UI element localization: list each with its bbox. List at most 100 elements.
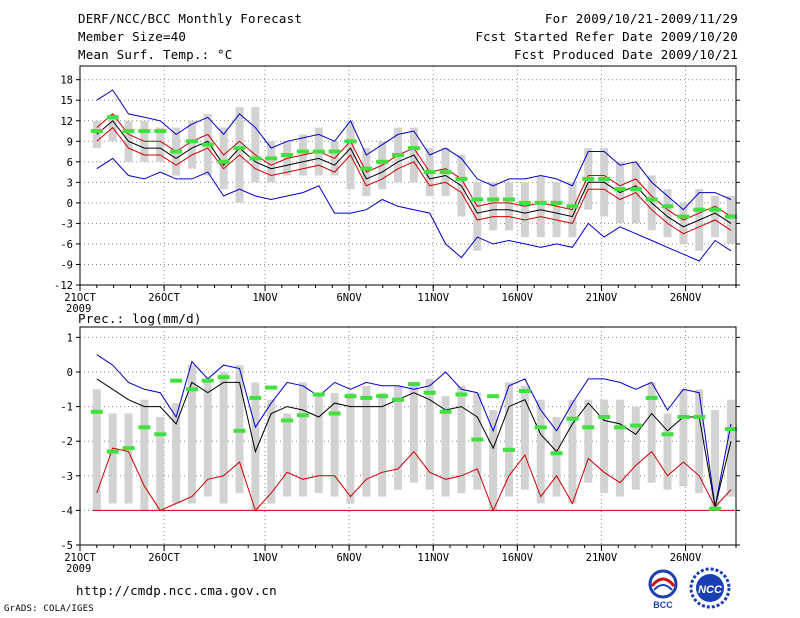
- ensemble-box: [600, 399, 609, 494]
- observed-marker: [328, 149, 341, 154]
- ensemble-box: [473, 182, 482, 251]
- observed-marker: [455, 176, 468, 181]
- observed-marker: [344, 394, 357, 399]
- observed-marker: [265, 156, 278, 161]
- x-tick-label: 6NOV: [336, 552, 362, 564]
- series-min-line: [96, 447, 732, 512]
- ensemble-box: [92, 389, 101, 511]
- plot-frame: [79, 326, 737, 546]
- x-tick-label: 11NOV: [417, 552, 449, 564]
- observed-marker: [724, 214, 737, 219]
- y-tick-label: 0: [67, 198, 73, 210]
- ensemble-box: [187, 365, 196, 504]
- ensemble-box: [726, 399, 735, 497]
- observed-marker: [138, 129, 151, 134]
- x-tick-label: 6NOV: [336, 292, 362, 304]
- ensemble-box: [536, 175, 545, 238]
- bcc-emblem-icon: BCC: [648, 569, 678, 610]
- x-tick-label: 21NOV: [586, 292, 618, 304]
- ensemble-box: [362, 385, 371, 497]
- observed-marker: [487, 394, 500, 399]
- source-url[interactable]: http://cmdp.ncc.cma.gov.cn: [76, 583, 277, 598]
- observed-marker: [185, 387, 198, 392]
- observed-marker: [281, 418, 294, 423]
- x-tick-label: 11NOV: [417, 292, 449, 304]
- observed-marker: [281, 152, 294, 157]
- observed-marker: [201, 378, 214, 383]
- observed-marker: [265, 385, 278, 390]
- ensemble-box: [156, 416, 165, 511]
- y-tick-label: 1: [67, 332, 73, 344]
- ensemble-box: [156, 127, 165, 162]
- observed-marker: [439, 409, 452, 414]
- observed-marker: [122, 446, 135, 451]
- ensemble-box: [631, 406, 640, 490]
- observed-marker: [154, 432, 167, 437]
- y-tick-label: 12: [60, 116, 73, 128]
- ensemble-box: [314, 392, 323, 494]
- observed-marker: [645, 395, 658, 400]
- ensemble-box: [441, 396, 450, 497]
- observed-marker: [534, 425, 547, 430]
- observed-marker: [217, 375, 230, 380]
- ensemble-box: [552, 416, 561, 497]
- observed-marker: [503, 197, 516, 202]
- ensemble-box: [505, 382, 514, 497]
- ensemble-box: [489, 182, 498, 231]
- ensemble-box: [505, 182, 514, 231]
- observed-marker: [122, 129, 135, 134]
- observed-marker: [598, 176, 611, 181]
- observed-marker: [296, 413, 309, 418]
- series-max-line: [96, 89, 732, 211]
- ensemble-box: [520, 182, 529, 238]
- observed-marker: [661, 432, 674, 437]
- observed-marker: [518, 200, 531, 205]
- observed-marker: [106, 115, 119, 120]
- observed-marker: [487, 197, 500, 202]
- observed-marker: [407, 382, 420, 387]
- observed-marker: [217, 159, 230, 164]
- forecast-started: Fcst Started Refer Date 2009/10/20: [475, 29, 738, 44]
- ncc-logo-text: NCC: [698, 584, 723, 596]
- y-tick-label: -2: [60, 436, 73, 448]
- panel-temperature: -12 -9 -6 -3 0 3 6 9 12 15 18 21OCT 26OCT 1NOV 6NOV 11N…: [54, 65, 740, 315]
- y-tick-label: 0: [67, 367, 73, 379]
- y-tick-label: -3: [60, 218, 73, 230]
- observed-marker: [550, 451, 563, 456]
- ensemble-box: [378, 392, 387, 497]
- x-tick-label: 26NOV: [670, 552, 702, 564]
- observed-marker: [90, 129, 103, 134]
- ensemble-box: [520, 385, 529, 490]
- ensemble-box: [124, 413, 133, 504]
- observed-marker: [503, 447, 516, 452]
- y-tick-label: 9: [67, 136, 73, 148]
- ensemble-box: [283, 413, 292, 497]
- observed-marker: [201, 142, 214, 147]
- ensemble-box: [457, 385, 466, 494]
- y-tick-label: 3: [67, 177, 73, 189]
- ncc-logo: NCC: [686, 566, 734, 610]
- ensemble-box: [251, 107, 260, 183]
- observed-marker: [360, 395, 373, 400]
- ensemble-box: [663, 189, 672, 238]
- ensemble-box: [615, 399, 624, 497]
- ensemble-box: [330, 392, 339, 497]
- observed-marker: [423, 390, 436, 395]
- observed-marker: [709, 506, 722, 511]
- observed-marker: [677, 414, 690, 419]
- observed-marker: [360, 166, 373, 171]
- observed-marker: [249, 156, 262, 161]
- x-year-label: 2009: [66, 303, 91, 315]
- x-tick-label: 1NOV: [252, 292, 278, 304]
- ensemble-box: [140, 399, 149, 511]
- x-tick-label: 26OCT: [148, 552, 180, 564]
- prec-panel-title: Prec.: log(mm/d): [78, 311, 202, 326]
- observed-marker: [407, 146, 420, 151]
- observed-marker: [106, 449, 119, 454]
- observed-marker: [344, 139, 357, 144]
- ensemble-box: [663, 413, 672, 490]
- observed-marker: [328, 411, 341, 416]
- observed-marker: [138, 425, 151, 430]
- observed-marker: [661, 204, 674, 209]
